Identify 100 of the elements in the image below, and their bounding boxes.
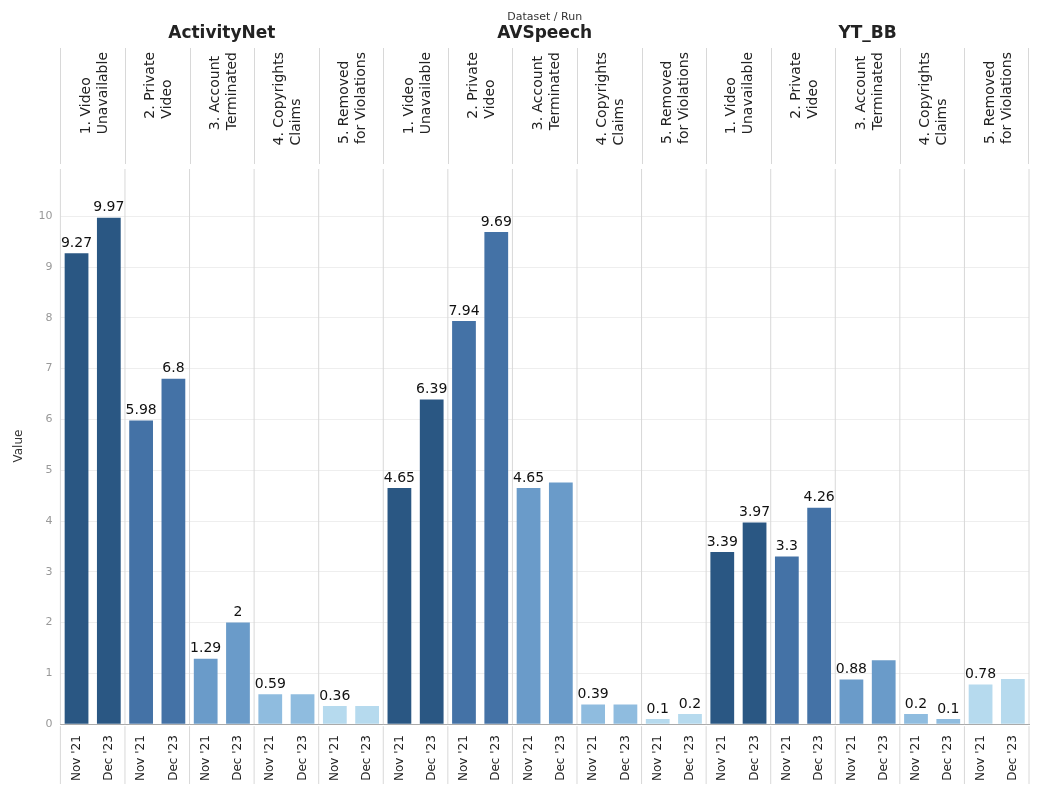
x-tick-label: Dec '23 bbox=[230, 735, 245, 781]
x-tick-label: Dec '23 bbox=[359, 735, 374, 781]
x-tick-label: Nov '21 bbox=[972, 735, 987, 782]
text: 1. Video Unavailable bbox=[76, 52, 111, 135]
text: 3. Account Terminated bbox=[205, 52, 240, 131]
text: 4. Copyrights Claims bbox=[593, 52, 628, 146]
y-tick-label: 0 bbox=[45, 717, 53, 731]
data-label: 3.3 bbox=[775, 537, 798, 554]
text: ActivityNet bbox=[167, 22, 277, 42]
bar bbox=[96, 217, 121, 724]
bar bbox=[871, 660, 896, 724]
data-label: 4.65 bbox=[383, 468, 415, 485]
text: 1. Video Unavailable bbox=[722, 52, 757, 135]
x-tick-label: Dec '23 bbox=[746, 735, 761, 781]
bar bbox=[419, 399, 444, 724]
bar bbox=[387, 488, 412, 724]
y-axis-title: Value bbox=[11, 429, 26, 463]
bar bbox=[355, 705, 379, 724]
data-label: 0.36 bbox=[319, 686, 351, 703]
x-tick-label: Dec '23 bbox=[100, 735, 115, 781]
bar bbox=[193, 658, 218, 724]
x-tick-label: Dec '23 bbox=[811, 735, 826, 781]
data-label: 9.27 bbox=[60, 233, 93, 250]
x-tick-label: Dec '23 bbox=[617, 735, 632, 781]
y-tick-label: 7 bbox=[45, 361, 53, 375]
text: 5. Removed for Violations bbox=[334, 52, 369, 145]
x-tick-label: Nov '21 bbox=[197, 735, 212, 782]
text: 4. Copyrights Claims bbox=[270, 52, 305, 146]
data-label: 0.2 bbox=[904, 694, 928, 711]
y-tick-label: 5 bbox=[45, 463, 53, 477]
text: AVSpeech bbox=[496, 22, 594, 42]
text: 5. Removed for Violations bbox=[657, 52, 692, 145]
bar bbox=[774, 556, 799, 724]
data-label: 5.98 bbox=[125, 401, 157, 418]
bar bbox=[839, 679, 864, 724]
data-label: 4.65 bbox=[512, 468, 545, 485]
bar bbox=[678, 714, 702, 724]
data-label: 0.39 bbox=[577, 685, 609, 702]
data-label: 0.78 bbox=[964, 665, 997, 682]
data-label: 9.97 bbox=[93, 198, 125, 215]
text: 3. Account Terminated bbox=[851, 52, 886, 131]
bar bbox=[258, 694, 283, 724]
x-tick-label: Dec '23 bbox=[940, 735, 955, 781]
text: YT_BB bbox=[837, 22, 898, 42]
x-tick-label: Nov '21 bbox=[326, 735, 341, 782]
bar bbox=[64, 253, 89, 724]
bar bbox=[322, 705, 347, 724]
text: 3. Account Terminated bbox=[528, 52, 563, 131]
y-tick-label: 3 bbox=[45, 564, 53, 578]
bar bbox=[161, 378, 186, 724]
x-tick-label: Nov '21 bbox=[391, 735, 406, 782]
x-tick-label: Nov '21 bbox=[714, 735, 729, 782]
x-tick-label: Nov '21 bbox=[68, 735, 83, 782]
bar bbox=[645, 719, 670, 724]
x-tick-label: Dec '23 bbox=[682, 735, 697, 781]
data-label: 7.94 bbox=[448, 301, 480, 318]
x-tick-label: Dec '23 bbox=[875, 735, 890, 781]
data-label: 6.8 bbox=[162, 359, 185, 376]
text: Dataset / Run bbox=[506, 10, 584, 23]
data-label: 0.1 bbox=[937, 699, 960, 716]
x-tick-label: Dec '23 bbox=[552, 735, 567, 781]
bar bbox=[807, 507, 832, 724]
y-tick-label: 2 bbox=[45, 615, 53, 629]
data-label: 1.29 bbox=[190, 639, 222, 656]
x-tick-label: Nov '21 bbox=[456, 735, 471, 782]
data-label: 2 bbox=[233, 603, 243, 620]
bar bbox=[710, 552, 735, 724]
x-tick-label: Nov '21 bbox=[843, 735, 858, 782]
data-label: 0.1 bbox=[646, 699, 669, 716]
bar bbox=[1000, 678, 1025, 724]
x-tick-label: Dec '23 bbox=[294, 735, 309, 781]
x-tick-label: Nov '21 bbox=[778, 735, 793, 782]
y-tick-label: 6 bbox=[45, 412, 53, 426]
x-tick-label: Nov '21 bbox=[133, 735, 148, 782]
data-label: 0.88 bbox=[835, 660, 868, 677]
data-label: 9.69 bbox=[480, 212, 512, 229]
bar bbox=[968, 684, 993, 724]
text: 4. Copyrights Claims bbox=[916, 52, 951, 146]
bar bbox=[936, 719, 961, 724]
bar bbox=[484, 232, 509, 724]
data-label: 3.97 bbox=[738, 503, 771, 520]
bar bbox=[452, 320, 476, 724]
text: 5. Removed for Violations bbox=[980, 52, 1015, 145]
x-tick-label: Dec '23 bbox=[423, 735, 438, 781]
text: 2. Private Video bbox=[786, 52, 821, 119]
bar bbox=[904, 714, 928, 724]
x-tick-label: Nov '21 bbox=[649, 735, 664, 782]
bar bbox=[290, 694, 315, 724]
text: 2. Private Video bbox=[464, 52, 499, 119]
y-tick-label: 4 bbox=[45, 513, 53, 527]
bar bbox=[581, 704, 606, 724]
x-tick-label: Dec '23 bbox=[488, 735, 503, 781]
bar bbox=[516, 488, 541, 724]
x-tick-label: Nov '21 bbox=[585, 735, 600, 782]
bar bbox=[613, 704, 638, 724]
y-tick-label: 8 bbox=[45, 310, 53, 324]
bar bbox=[548, 482, 573, 724]
data-label: 6.39 bbox=[416, 380, 448, 397]
x-tick-label: Dec '23 bbox=[1004, 735, 1019, 781]
y-tick-label: 10 bbox=[38, 209, 53, 223]
